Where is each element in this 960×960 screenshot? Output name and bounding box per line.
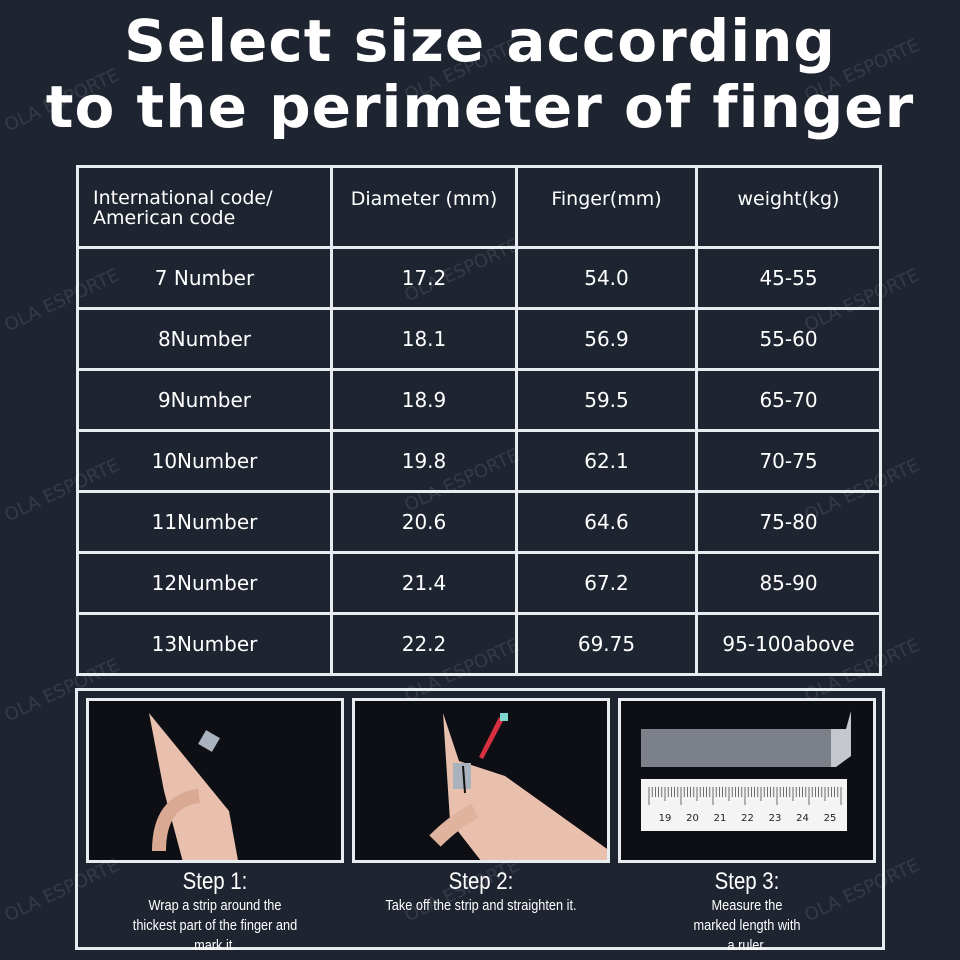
step-3-image: 19 20 21 22 23 24 25 bbox=[618, 698, 876, 863]
cell-finger: 62.1 bbox=[515, 429, 698, 493]
step-2-caption: Step 2: Take off the strip and straighte… bbox=[346, 868, 616, 916]
table-row: 11Number 20.6 64.6 75-80 bbox=[76, 490, 882, 554]
step-3-desc: Measure the marked length with a ruler. bbox=[693, 897, 801, 954]
cell-weight: 55-60 bbox=[695, 307, 882, 371]
cell-finger: 67.2 bbox=[515, 551, 698, 615]
cell-diameter: 18.1 bbox=[330, 307, 518, 371]
header-diameter: Diameter (mm) bbox=[330, 165, 518, 249]
step-1-title: Step 1: bbox=[182, 868, 248, 895]
header-code: International code/ American code bbox=[76, 165, 333, 249]
table-row: 7 Number 17.2 54.0 45-55 bbox=[76, 246, 882, 310]
table-row: 8Number 18.1 56.9 55-60 bbox=[76, 307, 882, 371]
step-3-title: Step 3: bbox=[714, 868, 780, 895]
header-finger: Finger(mm) bbox=[515, 165, 698, 249]
cell-finger: 56.9 bbox=[515, 307, 698, 371]
cell-finger: 54.0 bbox=[515, 246, 698, 310]
cell-code: 13Number bbox=[76, 612, 333, 676]
table-row: 10Number 19.8 62.1 70-75 bbox=[76, 429, 882, 493]
ruler-label: 25 bbox=[824, 813, 837, 824]
cell-code: 11Number bbox=[76, 490, 333, 554]
step-2-title: Step 2: bbox=[448, 868, 514, 895]
table-row: 13Number 22.2 69.75 95-100above bbox=[76, 612, 882, 676]
table-row: 12Number 21.4 67.2 85-90 bbox=[76, 551, 882, 615]
page-title: Select size according to the perimeter o… bbox=[0, 8, 960, 140]
cell-weight: 70-75 bbox=[695, 429, 882, 493]
table-row: 9Number 18.9 59.5 65-70 bbox=[76, 368, 882, 432]
step-1-desc: Wrap a strip around the thickest part of… bbox=[132, 897, 298, 954]
cell-weight: 95-100above bbox=[695, 612, 882, 676]
step-3-caption: Step 3: Measure the marked length with a… bbox=[612, 868, 882, 956]
cell-diameter: 21.4 bbox=[330, 551, 518, 615]
cell-diameter: 18.9 bbox=[330, 368, 518, 432]
step-1-caption: Step 1: Wrap a strip around the thickest… bbox=[80, 868, 350, 956]
cell-finger: 64.6 bbox=[515, 490, 698, 554]
step-2-desc: Take off the strip and straighten it. bbox=[385, 897, 577, 914]
size-table: International code/ American code Diamet… bbox=[76, 165, 882, 676]
cell-finger: 59.5 bbox=[515, 368, 698, 432]
table-header: International code/ American code Diamet… bbox=[76, 165, 882, 249]
cell-code: 8Number bbox=[76, 307, 333, 371]
cell-code: 7 Number bbox=[76, 246, 333, 310]
cell-diameter: 19.8 bbox=[330, 429, 518, 493]
cell-weight: 45-55 bbox=[695, 246, 882, 310]
ruler-label: 23 bbox=[769, 813, 782, 824]
title-line-1: Select size according bbox=[124, 7, 836, 75]
ruler-label: 21 bbox=[714, 813, 727, 824]
cell-diameter: 22.2 bbox=[330, 612, 518, 676]
cell-weight: 65-70 bbox=[695, 368, 882, 432]
ruler-label: 22 bbox=[741, 813, 754, 824]
measuring-steps: 19 20 21 22 23 24 25 Step 1: Wrap a strip arou… bbox=[75, 688, 885, 954]
cell-diameter: 17.2 bbox=[330, 246, 518, 310]
cell-weight: 85-90 bbox=[695, 551, 882, 615]
cell-code: 10Number bbox=[76, 429, 333, 493]
header-weight: weight(kg) bbox=[695, 165, 882, 249]
ruler-label: 20 bbox=[686, 813, 699, 824]
ruler-label: 24 bbox=[796, 813, 809, 824]
cell-diameter: 20.6 bbox=[330, 490, 518, 554]
cell-weight: 75-80 bbox=[695, 490, 882, 554]
step-1-image bbox=[86, 698, 344, 863]
title-line-2: to the perimeter of finger bbox=[45, 73, 915, 141]
cell-code: 9Number bbox=[76, 368, 333, 432]
cell-code: 12Number bbox=[76, 551, 333, 615]
ruler-label: 19 bbox=[659, 813, 672, 824]
step-2-image bbox=[352, 698, 610, 863]
cell-finger: 69.75 bbox=[515, 612, 698, 676]
